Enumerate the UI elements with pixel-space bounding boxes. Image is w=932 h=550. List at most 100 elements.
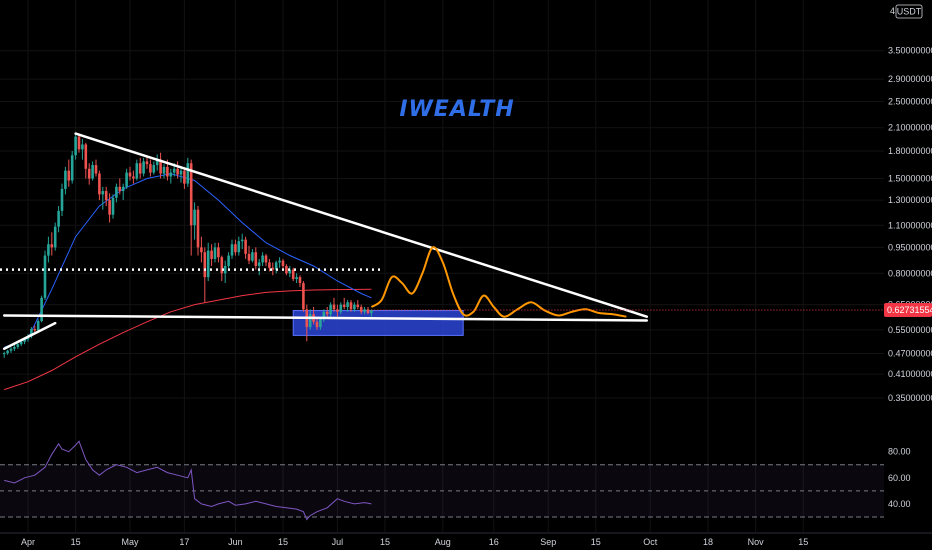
candle-body xyxy=(135,163,139,179)
candle xyxy=(87,163,91,185)
candle-body xyxy=(91,165,94,179)
time-tick-label: Jul xyxy=(332,537,344,547)
candle-body xyxy=(210,250,213,259)
candle xyxy=(77,135,81,153)
price-tick-label: 4. xyxy=(890,6,898,16)
candle-body xyxy=(244,239,247,254)
candle xyxy=(353,302,356,312)
candle xyxy=(111,194,115,219)
candle xyxy=(121,183,125,201)
candle xyxy=(64,166,67,195)
candle-body xyxy=(291,269,295,280)
candle-body xyxy=(94,165,98,174)
candle-body xyxy=(196,209,200,248)
grid-lines xyxy=(0,0,884,532)
candle xyxy=(264,253,268,266)
candle-body xyxy=(111,197,115,215)
candle-body xyxy=(40,297,43,322)
candle-body xyxy=(162,166,166,174)
candle xyxy=(162,164,166,179)
candle xyxy=(227,252,230,270)
candle xyxy=(33,325,37,333)
candle xyxy=(189,159,193,256)
candle xyxy=(200,236,203,263)
candle-body xyxy=(349,302,353,310)
candle xyxy=(295,273,298,284)
time-tick-label: Jun xyxy=(228,537,243,547)
candle-body xyxy=(251,252,254,261)
candle xyxy=(183,168,186,189)
candle-body xyxy=(336,309,339,312)
candle-body xyxy=(271,267,275,270)
candle xyxy=(223,260,227,284)
candle xyxy=(104,186,108,206)
candle xyxy=(67,159,71,187)
candle xyxy=(6,349,9,355)
candle-body xyxy=(370,309,373,313)
price-tick-label: 0.55000000 xyxy=(888,325,932,335)
candle xyxy=(278,257,281,268)
price-tick-label: 3.50000000 xyxy=(888,46,932,56)
candle xyxy=(13,344,16,351)
candle xyxy=(159,152,162,179)
candle-body xyxy=(64,170,67,189)
candle xyxy=(169,168,173,184)
candle xyxy=(210,244,213,266)
rsi-tick-label: 60.00 xyxy=(888,473,911,483)
candle xyxy=(254,247,258,270)
candle xyxy=(142,157,145,177)
candle-body xyxy=(67,170,71,181)
candle-body xyxy=(33,329,37,331)
candle xyxy=(240,233,244,249)
candle xyxy=(234,239,237,256)
candle xyxy=(125,168,128,189)
currency-badge: USDT xyxy=(895,4,923,19)
candle-body xyxy=(319,319,322,328)
candle xyxy=(53,222,57,251)
candle-body xyxy=(193,209,196,226)
candle-body xyxy=(23,339,26,342)
candle xyxy=(155,154,159,171)
candle-body xyxy=(247,253,251,261)
candle xyxy=(196,205,200,256)
candle-body xyxy=(217,247,220,258)
candle xyxy=(149,159,152,177)
candle-body xyxy=(298,277,302,284)
candle-body xyxy=(84,144,88,169)
time-tick-label: 15 xyxy=(591,537,601,547)
candle-body xyxy=(240,239,244,242)
sma-fast-line xyxy=(4,173,372,348)
candle-body xyxy=(315,321,319,328)
candle-body xyxy=(142,161,145,174)
candle xyxy=(94,159,98,177)
candle-body xyxy=(261,255,264,263)
candle-body xyxy=(155,159,159,166)
candle xyxy=(291,267,295,282)
candle-body xyxy=(9,348,13,351)
candle-body xyxy=(295,277,298,280)
candle-body xyxy=(159,159,162,174)
candle xyxy=(332,297,336,312)
candle-body xyxy=(264,255,268,263)
candle-body xyxy=(74,136,77,156)
candle xyxy=(128,166,132,181)
candle-body xyxy=(19,341,23,345)
candle-body xyxy=(108,200,111,215)
candle xyxy=(244,236,247,259)
candle-body xyxy=(125,172,128,187)
candle xyxy=(206,242,210,282)
candle-body xyxy=(366,309,370,313)
candle xyxy=(366,306,370,315)
candle-body xyxy=(132,176,135,179)
candle xyxy=(81,138,84,160)
candle-body xyxy=(363,309,366,312)
candle xyxy=(271,262,275,276)
sma-slow-line xyxy=(4,288,372,391)
candle xyxy=(101,186,105,210)
currency-label: USDT xyxy=(897,7,922,17)
candle-body xyxy=(2,353,6,355)
candle-body xyxy=(227,255,230,266)
candle-body xyxy=(353,304,356,310)
candle xyxy=(135,159,139,181)
